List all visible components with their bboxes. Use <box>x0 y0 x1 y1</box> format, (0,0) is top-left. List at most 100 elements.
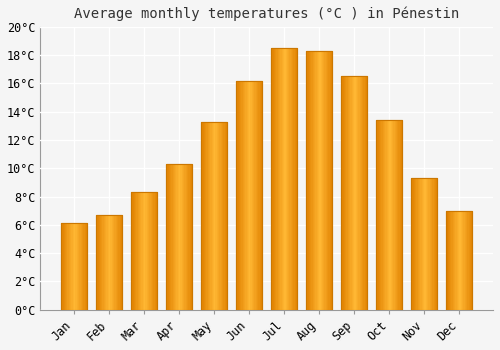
Bar <box>287 48 288 310</box>
Bar <box>310 51 312 310</box>
Bar <box>365 76 366 310</box>
Bar <box>217 121 218 310</box>
Bar <box>306 51 332 310</box>
Bar <box>156 192 157 310</box>
Bar <box>436 178 438 310</box>
Bar <box>258 80 260 310</box>
Bar <box>210 121 212 310</box>
Bar <box>190 164 191 310</box>
Bar <box>104 215 105 310</box>
Bar <box>96 215 97 310</box>
Bar <box>131 192 157 310</box>
Bar <box>168 164 170 310</box>
Bar <box>344 76 345 310</box>
Bar <box>341 76 342 310</box>
Bar <box>470 211 471 310</box>
Bar <box>414 178 415 310</box>
Bar <box>69 223 70 310</box>
Bar <box>186 164 187 310</box>
Bar <box>108 215 109 310</box>
Bar <box>256 80 257 310</box>
Bar <box>166 164 168 310</box>
Bar <box>290 48 291 310</box>
Bar <box>428 178 430 310</box>
Bar <box>154 192 156 310</box>
Bar <box>236 80 238 310</box>
Bar <box>314 51 316 310</box>
Bar <box>113 215 114 310</box>
Bar <box>187 164 188 310</box>
Bar <box>271 48 297 310</box>
Bar <box>204 121 205 310</box>
Bar <box>179 164 180 310</box>
Bar <box>388 120 390 310</box>
Bar <box>386 120 388 310</box>
Bar <box>136 192 138 310</box>
Bar <box>342 76 344 310</box>
Bar <box>418 178 419 310</box>
Bar <box>74 223 76 310</box>
Bar <box>280 48 281 310</box>
Bar <box>252 80 253 310</box>
Bar <box>146 192 148 310</box>
Bar <box>434 178 435 310</box>
Bar <box>86 223 87 310</box>
Bar <box>150 192 152 310</box>
Bar <box>323 51 324 310</box>
Bar <box>132 192 134 310</box>
Bar <box>362 76 364 310</box>
Bar <box>401 120 402 310</box>
Bar <box>306 51 332 310</box>
Bar <box>140 192 141 310</box>
Bar <box>166 164 192 310</box>
Bar <box>456 211 458 310</box>
Bar <box>345 76 346 310</box>
Bar <box>213 121 214 310</box>
Bar <box>174 164 175 310</box>
Bar <box>98 215 100 310</box>
Bar <box>353 76 354 310</box>
Bar <box>291 48 292 310</box>
Bar <box>449 211 450 310</box>
Bar <box>379 120 380 310</box>
Bar <box>82 223 83 310</box>
Bar <box>222 121 224 310</box>
Bar <box>209 121 210 310</box>
Bar <box>294 48 296 310</box>
Bar <box>218 121 220 310</box>
Bar <box>220 121 222 310</box>
Bar <box>432 178 434 310</box>
Bar <box>453 211 454 310</box>
Bar <box>205 121 206 310</box>
Bar <box>201 121 228 310</box>
Bar <box>201 121 202 310</box>
Bar <box>352 76 353 310</box>
Bar <box>279 48 280 310</box>
Bar <box>206 121 208 310</box>
Bar <box>354 76 356 310</box>
Bar <box>68 223 69 310</box>
Bar <box>248 80 249 310</box>
Bar <box>326 51 327 310</box>
Bar <box>244 80 245 310</box>
Bar <box>214 121 216 310</box>
Bar <box>212 121 213 310</box>
Bar <box>274 48 275 310</box>
Bar <box>467 211 468 310</box>
Bar <box>275 48 276 310</box>
Bar <box>468 211 470 310</box>
Bar <box>376 120 402 310</box>
Bar <box>96 215 122 310</box>
Bar <box>330 51 331 310</box>
Bar <box>178 164 179 310</box>
Bar <box>364 76 365 310</box>
Bar <box>253 80 254 310</box>
Bar <box>96 215 122 310</box>
Bar <box>166 164 192 310</box>
Bar <box>171 164 172 310</box>
Bar <box>182 164 183 310</box>
Bar <box>238 80 240 310</box>
Bar <box>180 164 182 310</box>
Bar <box>360 76 361 310</box>
Bar <box>61 223 62 310</box>
